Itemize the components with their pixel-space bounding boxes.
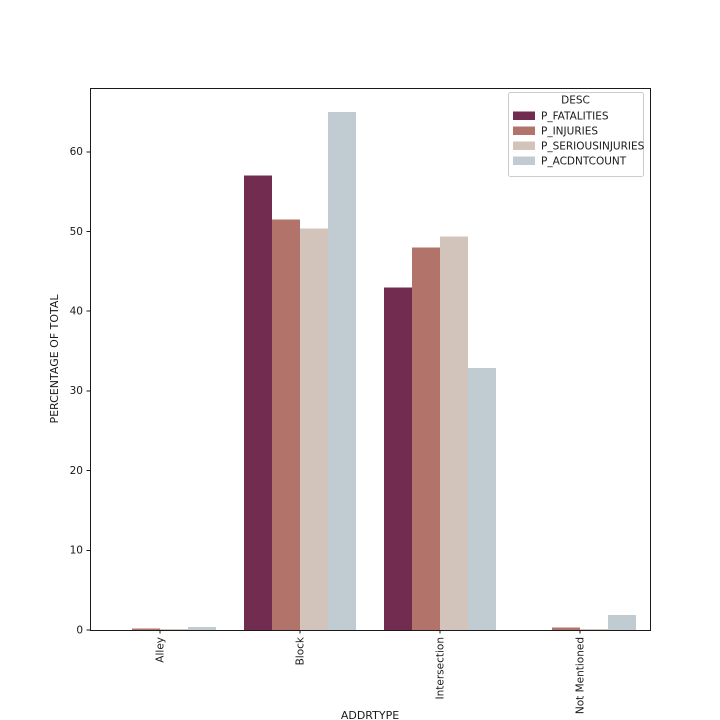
y-tick-label: 0	[76, 624, 83, 636]
legend-title: DESC	[561, 95, 590, 107]
x-tick-label-alley: Alley	[154, 637, 166, 663]
bar-p_injuries-not-mentioned	[552, 627, 580, 630]
bar-p_injuries-intersection	[412, 247, 440, 630]
y-tick-label: 30	[70, 385, 83, 397]
bar-p_injuries-alley	[132, 628, 160, 630]
legend-item-label-p_injuries: P_INJURIES	[541, 126, 598, 138]
x-tick-label-not-mentioned: Not Mentioned	[574, 637, 586, 714]
bar-p_fatalities-block	[244, 175, 272, 630]
bar-p_acdntcount-intersection	[468, 367, 496, 630]
bar-p_seriousinjuries-block	[300, 228, 328, 631]
x-tick-label-block: Block	[294, 636, 306, 665]
bar-p_seriousinjuries-intersection	[440, 236, 468, 631]
legend-item-label-p_acdntcount: P_ACDNTCOUNT	[541, 156, 627, 168]
bar-p_seriousinjuries-alley	[160, 628, 188, 630]
legend-swatch-p_seriousinjuries	[513, 141, 535, 150]
bar-p_injuries-block	[272, 219, 300, 630]
legend-swatch-p_acdntcount	[513, 156, 535, 165]
bars-group	[132, 111, 636, 631]
x-axis-label: ADDRTYPE	[341, 709, 399, 720]
y-tick-label: 40	[70, 306, 83, 318]
bar-p_seriousinjuries-not-mentioned	[580, 629, 608, 630]
bar-p_fatalities-intersection	[384, 287, 412, 630]
y-tick-label: 60	[70, 146, 83, 158]
x-tick-label-intersection: Intersection	[434, 637, 446, 699]
y-tick-label: 50	[70, 226, 83, 238]
bar-p_acdntcount-alley	[188, 626, 216, 630]
legend-item-label-p_fatalities: P_FATALITIES	[541, 111, 609, 123]
y-tick-label: 20	[70, 465, 83, 477]
axes-ticks-group: 0 10 20 30 40 50 60 Alley Block Intersection Not M…	[70, 146, 587, 714]
y-axis-label: PERCENTAGE OF TOTAL	[48, 294, 61, 424]
y-tick-label: 10	[70, 545, 83, 557]
bar-p_acdntcount-block	[328, 111, 356, 630]
plot-border	[90, 88, 651, 631]
legend-swatch-p_fatalities	[513, 111, 535, 120]
legend-item-label-p_seriousinjuries: P_SERIOUSINJURIES	[541, 141, 645, 153]
bar-p_acdntcount-not-mentioned	[608, 614, 636, 630]
legend-frame	[508, 92, 644, 177]
legend-swatch-p_injuries	[513, 126, 535, 135]
legend: DESC P_FATALITIES P_INJURIES P_SERIOUSINJUR…	[508, 92, 645, 177]
